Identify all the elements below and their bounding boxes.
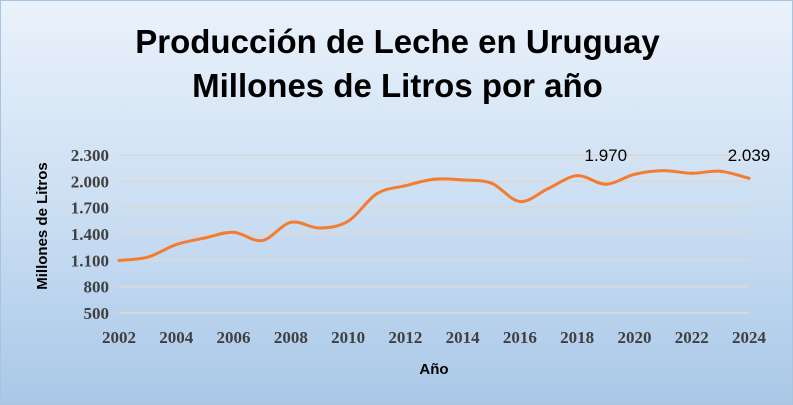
data-point <box>232 230 236 234</box>
y-tick-label: 2.300 <box>71 146 109 165</box>
data-point <box>661 169 665 173</box>
data-point <box>604 182 608 186</box>
data-point <box>146 255 150 259</box>
data-point <box>289 220 293 224</box>
x-tick-label: 2014 <box>446 328 481 347</box>
x-tick-label: 2016 <box>503 328 537 347</box>
data-point <box>203 236 207 240</box>
data-point <box>174 243 178 247</box>
chart-title-line1: Producción de Leche en Uruguay <box>135 23 660 60</box>
x-tick-label: 2022 <box>675 328 709 347</box>
y-tick-label: 2.000 <box>71 172 109 191</box>
y-tick-label: 1.700 <box>71 199 109 218</box>
data-point <box>346 219 350 223</box>
y-tick-label: 1.400 <box>71 225 109 244</box>
data-point <box>690 171 694 175</box>
x-tick-label: 2012 <box>388 328 422 347</box>
x-tick-label: 2024 <box>732 328 767 347</box>
data-point <box>403 184 407 188</box>
data-point <box>518 200 522 204</box>
x-tick-label: 2018 <box>560 328 594 347</box>
x-tick-label: 2006 <box>217 328 251 347</box>
chart-title-line2: Millones de Litros por año <box>192 67 603 104</box>
data-point <box>461 178 465 182</box>
data-point <box>117 258 121 262</box>
y-tick-label: 1.100 <box>71 251 109 270</box>
x-axis-label: Año <box>419 361 448 378</box>
y-tick-label: 500 <box>84 304 110 323</box>
data-label: 2.039 <box>728 146 771 165</box>
data-point <box>547 186 551 190</box>
data-label: 1.970 <box>585 146 628 165</box>
data-point <box>575 174 579 178</box>
data-point <box>747 176 751 180</box>
data-point <box>489 181 493 185</box>
y-tick-label: 800 <box>84 278 110 297</box>
x-tick-label: 2008 <box>274 328 308 347</box>
data-point <box>432 177 436 181</box>
data-point <box>317 226 321 230</box>
series-line-produccion <box>117 169 751 262</box>
data-point <box>260 239 264 243</box>
y-axis-label: Millones de Litros <box>34 162 51 290</box>
data-point <box>375 192 379 196</box>
x-tick-label: 2010 <box>331 328 365 347</box>
x-tick-label: 2004 <box>159 328 194 347</box>
data-point <box>632 172 636 176</box>
x-tick-label: 2020 <box>617 328 651 347</box>
data-point <box>718 169 722 173</box>
x-tick-label: 2002 <box>102 328 136 347</box>
